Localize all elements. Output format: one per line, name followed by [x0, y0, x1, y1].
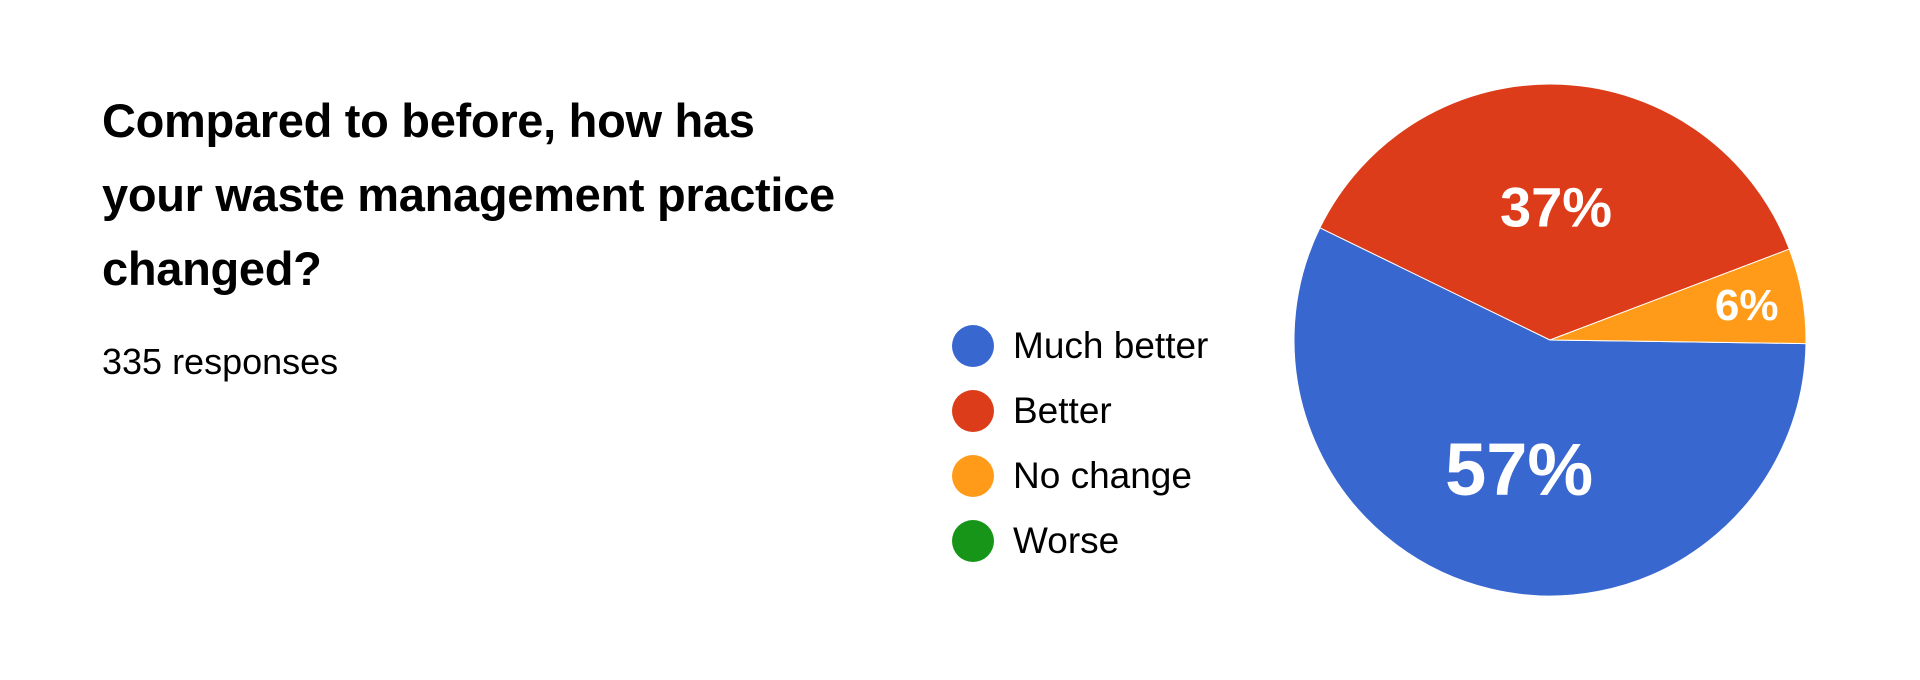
- legend-item-better: Better: [952, 378, 1208, 443]
- chart-legend: Much better Better No change Worse: [952, 313, 1208, 573]
- question-title: Compared to before, how has your waste m…: [102, 94, 835, 295]
- legend-label-better: Better: [1013, 389, 1112, 431]
- legend-item-worse: Worse: [952, 508, 1208, 573]
- legend-label-no-change: No change: [1013, 454, 1192, 496]
- pie-slice-no-change: [1549, 248, 1807, 345]
- legend-label-worse: Worse: [1013, 519, 1120, 561]
- legend-swatch-worse: [952, 519, 994, 562]
- pie-label-much-better: 57%: [1445, 428, 1593, 511]
- legend-swatch-much-better: [952, 324, 994, 367]
- pie-slice-better: [1319, 83, 1790, 341]
- legend-item-no-change: No change: [952, 443, 1208, 508]
- legend-swatch-no-change: [952, 454, 994, 497]
- legend-swatch-better: [952, 389, 994, 432]
- legend-label-much-better: Much better: [1013, 324, 1209, 366]
- response-count: 335 responses: [102, 341, 339, 382]
- legend-item-much-better: Much better: [952, 313, 1208, 378]
- pie-label-better: 37%: [1500, 176, 1612, 239]
- pie-chart: 57% 37% 6%: [1290, 80, 1810, 600]
- pie-chart-svg: 57% 37% 6%: [1293, 83, 1807, 597]
- pie-label-no-change: 6%: [1715, 281, 1779, 330]
- pie-slice-much-better: [1293, 227, 1807, 597]
